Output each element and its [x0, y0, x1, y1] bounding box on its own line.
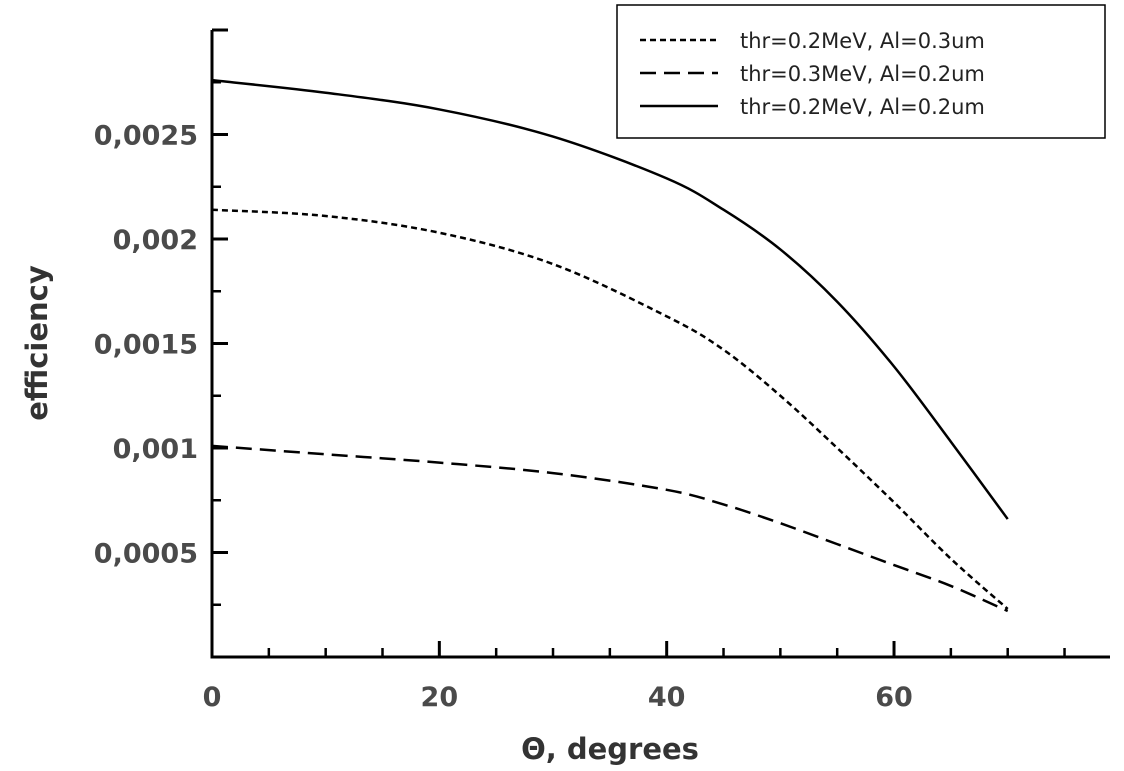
y-tick-label: 0,0025: [94, 121, 198, 152]
legend: thr=0.2MeV, Al=0.3um thr=0.3MeV, Al=0.2um…: [616, 4, 1106, 139]
legend-entries: thr=0.2MeV, Al=0.3um thr=0.3MeV, Al=0.2um…: [640, 29, 985, 119]
legend-box: [616, 4, 1106, 139]
x-axis-title: Θ, degrees: [521, 732, 699, 766]
x-tick-label: 20: [421, 682, 459, 713]
y-tick-label: 0,0015: [94, 330, 198, 361]
series-line-3: [211, 78, 1009, 520]
major-ticks: [212, 28, 896, 657]
series-line-1: [211, 208, 1009, 610]
y-tick-label: 0,001: [113, 434, 198, 465]
legend-label-3: thr=0.2MeV, Al=0.2um: [740, 95, 985, 119]
y-tick-labels: 0,0005 0,001 0,0015 0,002 0,0025: [94, 121, 198, 570]
y-tick-label: 0,002: [113, 225, 198, 256]
legend-label-1: thr=0.2MeV, Al=0.3um: [740, 29, 985, 53]
y-axis-title: efficiency: [20, 265, 54, 421]
legend-label-2: thr=0.3MeV, Al=0.2um: [740, 62, 985, 86]
x-tick-label: 40: [648, 682, 686, 713]
series-line-2: [211, 444, 1009, 613]
series-lines: [211, 78, 1009, 613]
x-tick-labels: 0 20 40 60: [203, 682, 913, 713]
y-tick-label: 0,0005: [94, 539, 198, 570]
x-tick-label: 60: [875, 682, 913, 713]
x-tick-label: 0: [203, 682, 222, 713]
